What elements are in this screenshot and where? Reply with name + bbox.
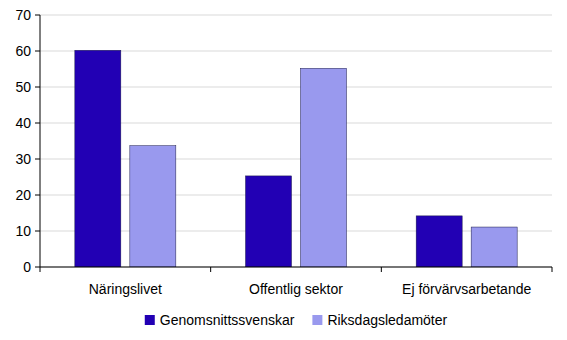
- bar: [130, 146, 176, 267]
- y-tick: [35, 87, 40, 88]
- y-tick-label: 70: [15, 7, 31, 23]
- y-tick: [35, 15, 40, 16]
- y-tick: [35, 231, 40, 232]
- y-tick: [35, 159, 40, 160]
- grid-line: [40, 267, 552, 268]
- y-tick-label: 0: [23, 259, 31, 275]
- y-tick: [35, 51, 40, 52]
- x-tick-label: Ej förvärvsarbetande: [402, 281, 531, 297]
- x-tick-label: Offentlig sektor: [249, 281, 343, 297]
- legend: Genomsnittssvenskar Riksdagsledamöter: [145, 312, 448, 328]
- chart-container: 0 10 20 30 40 50 60 70 Näringslivet Offentlig sek…: [0, 0, 567, 340]
- bar: [471, 227, 517, 267]
- y-tick-label: 20: [15, 187, 31, 203]
- legend-swatch: [312, 315, 322, 325]
- x-category-separator: [210, 267, 211, 272]
- y-tick: [35, 195, 40, 196]
- y-tick-label: 30: [15, 151, 31, 167]
- y-tick-label: 50: [15, 79, 31, 95]
- bars: [75, 50, 517, 267]
- x-tick-label: Näringslivet: [89, 281, 162, 297]
- grid-line: [40, 15, 552, 16]
- y-tick-label: 60: [15, 43, 31, 59]
- y-tick-label: 10: [15, 223, 31, 239]
- bar: [246, 176, 292, 267]
- chart-svg: 0 10 20 30 40 50 60 70 Näringslivet Offentlig sek…: [0, 0, 567, 340]
- y-tick: [35, 267, 40, 268]
- x-category-separator: [381, 267, 382, 272]
- y-axis: [40, 15, 41, 267]
- bar: [75, 50, 121, 267]
- x-category-separator: [552, 267, 553, 272]
- legend-label: Riksdagsledamöter: [327, 312, 447, 328]
- y-tick-label: 40: [15, 115, 31, 131]
- y-tick: [35, 123, 40, 124]
- x-category-separator: [40, 267, 41, 272]
- x-axis: [40, 267, 552, 268]
- legend-swatch: [145, 315, 155, 325]
- legend-label: Genomsnittssvenskar: [160, 312, 295, 328]
- bar: [416, 216, 462, 267]
- bar: [301, 68, 347, 267]
